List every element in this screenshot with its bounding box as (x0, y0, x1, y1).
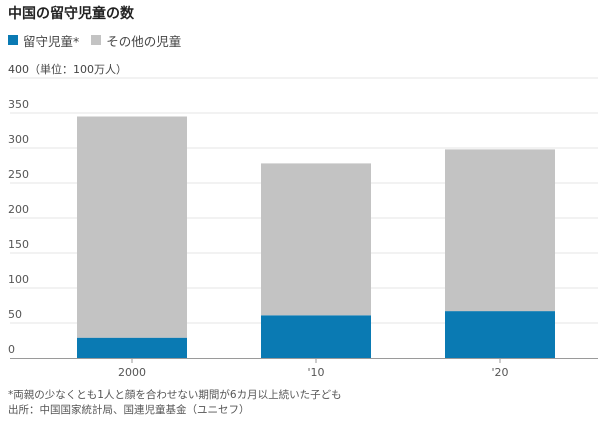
x-tick-label-0: 2000 (118, 366, 146, 379)
legend-label-left-behind: 留守児童* (23, 33, 80, 49)
y-tick-label-200: 200 (8, 203, 29, 216)
chart-title: 中国の留守児童の数 (8, 6, 134, 22)
bar-other-0 (77, 116, 187, 338)
footnote-definition: *両親の少なくとも1人と顔を合わせない期間が6カ月以上続いた子ども (8, 389, 342, 401)
bar-left-behind-2 (445, 311, 555, 358)
y-tick-label-300: 300 (8, 133, 29, 146)
x-tick-label-1: '10 (307, 366, 324, 379)
legend-item-left-behind: 留守児童* (8, 31, 79, 50)
y-tick-label-50: 50 (8, 308, 22, 321)
bar-other-2 (445, 149, 555, 312)
y-tick-label-100: 100 (8, 273, 29, 286)
x-tick-label-2: '20 (491, 366, 508, 379)
y-tick-label-350: 350 (8, 98, 29, 111)
bar-chart: 0 50 100 150 200 250 300 350 400（単位：100万人） 2000 '1… (8, 62, 598, 379)
legend-swatch-left-behind (8, 35, 18, 45)
bar-left-behind-0 (77, 337, 187, 358)
footnote-source: 出所：中国国家統計局、国連児童基金（ユニセフ） (8, 404, 250, 416)
legend-swatch-other-children (91, 35, 102, 45)
y-tick-label-150: 150 (8, 238, 29, 251)
legend-item-other-children: その他の児童 (91, 31, 181, 50)
y-tick-label-250: 250 (8, 168, 29, 181)
legend-label-other-children: その他の児童 (106, 33, 182, 49)
y-tick-label-0: 0 (8, 343, 15, 356)
legend: 留守児童* その他の児童 (8, 31, 193, 49)
bar-other-1 (261, 163, 371, 316)
footnote: *両親の少なくとも1人と顔を合わせない期間が6カ月以上続いた子ども 出所：中国国… (8, 388, 342, 418)
bar-left-behind-1 (261, 315, 371, 358)
y-tick-label-400-with-unit: 400（単位：100万人） (8, 62, 127, 76)
